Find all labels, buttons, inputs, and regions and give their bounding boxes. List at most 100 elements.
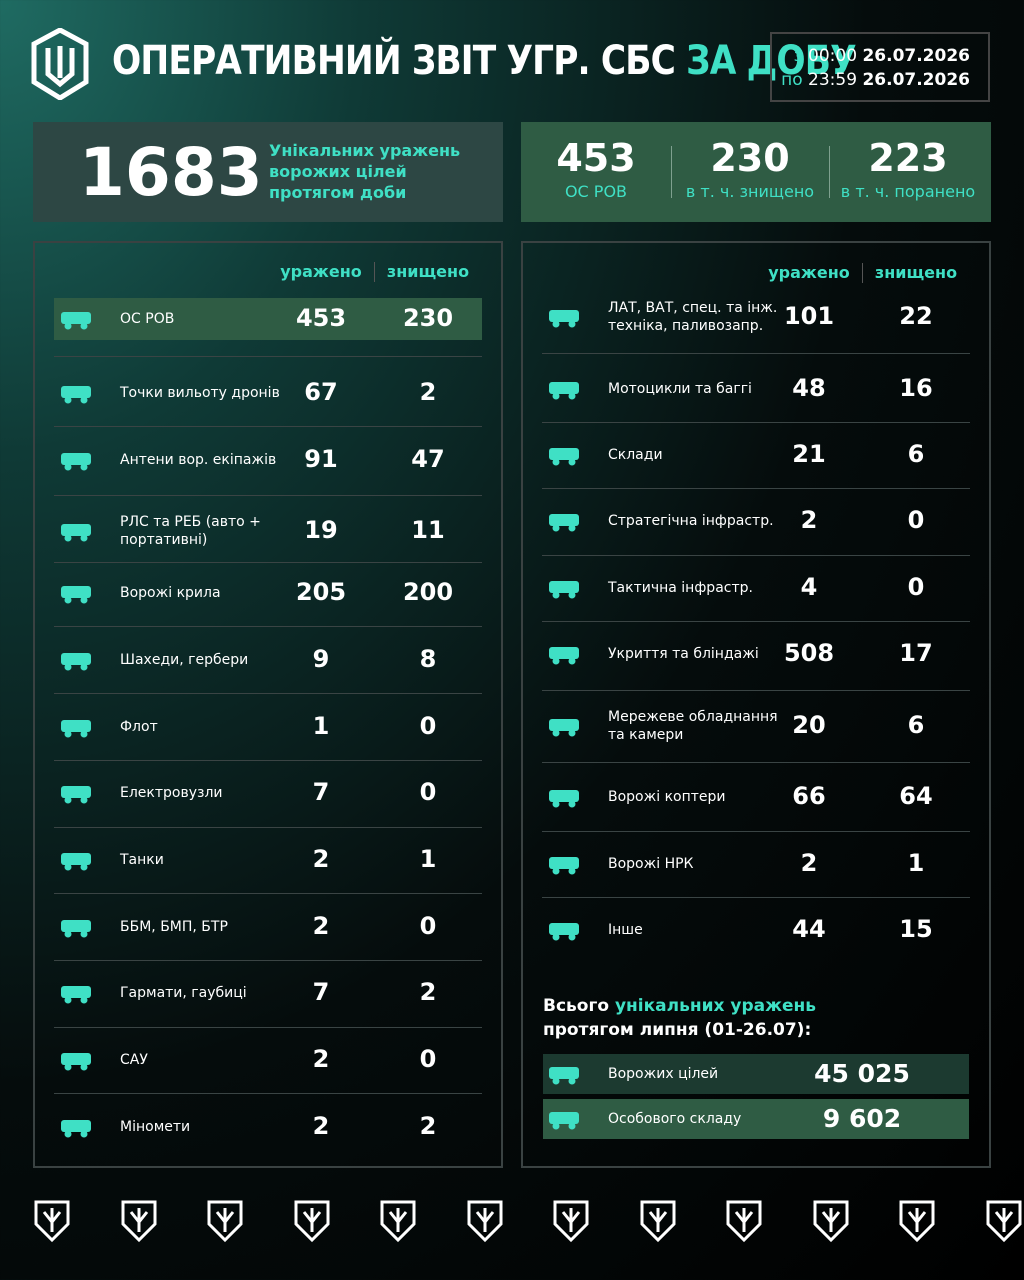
icon [549,514,579,532]
hit-value: 453 [295,304,347,332]
destroyed-value: 0 [419,911,437,940]
unit-emblem [986,1200,1021,1243]
destroyed-value: 22 [899,302,933,330]
destroyed-value: 0 [419,711,437,740]
monthly-title: Всього унікальних уражень протягом липня… [543,994,843,1042]
unit-emblem [380,1200,416,1243]
destroyed-value: 0 [907,573,925,601]
row-separator [542,897,970,898]
title: ОПЕРАТИВНИЙ ЗВІТ УГР. СБС ЗА ДОБУ [112,38,857,84]
row-separator [54,562,482,563]
row-label: Гармати, гаубиці [120,985,247,1002]
row-label: Міномети [120,1118,191,1135]
icon [61,586,91,604]
from-label: з [793,46,803,66]
stat-label: ОС РОВ [564,182,628,201]
stat-divider [671,146,672,198]
title-main: ОПЕРАТИВНИЙ ЗВІТ УГР. СБС [112,38,676,84]
destroyed-value: 0 [907,506,925,534]
hit-value: 19 [304,516,338,544]
row-separator [54,495,482,496]
right-panel [521,241,991,1168]
destroyed-value: 6 [907,711,925,739]
stat-divider [829,146,830,198]
destroyed-value: 0 [419,1045,437,1073]
destroyed-value: 1 [419,844,437,873]
row-label: ЛАТ, ВАТ, спец. та інж. техніка, паливоз… [608,300,778,334]
hit-value: 2 [800,506,818,534]
row-label: ББМ, БМП, БТР [120,918,228,935]
destroyed-value: 15 [899,915,933,943]
hit-value: 101 [783,302,835,330]
monthly-row [543,1099,969,1139]
column-divider [374,262,375,282]
destroyed-value: 47 [411,444,445,473]
column-header: знищено [386,262,470,281]
date-range: з 00:00 26.07.2026 по 23:59 26.07.2026 [770,32,990,102]
column-header: уражено [768,263,850,282]
hit-value: 9 [312,644,330,673]
to-date: 26.07.2026 [862,70,970,90]
monthly-label: Ворожих цілей [608,1066,719,1082]
monthly-accent: унікальних уражень [614,996,817,1016]
destroyed-value: 1 [907,849,925,877]
icon [61,1119,91,1138]
destroyed-value: 2 [419,378,437,406]
row-separator [542,555,970,556]
destroyed-value: 64 [899,782,933,810]
to-label: по [781,70,803,90]
row-separator [54,1027,482,1028]
icon [61,452,91,471]
icon [61,786,91,804]
monthly-value: 9 602 [822,1104,902,1133]
icon [549,923,579,941]
unit-emblem [899,1200,935,1243]
row-label: РЛС та РЕБ (авто + портативні) [120,514,261,548]
row-label: Шахеди, гербери [120,651,249,668]
icon [549,448,579,466]
row-highlight [54,298,482,340]
monthly-end: протягом липня (01-26.07): [543,1020,812,1040]
destroyed-value: 11 [411,516,445,544]
row-label: Склади [608,447,663,463]
unit-emblem [553,1200,589,1243]
icon [61,852,91,871]
row-separator [54,693,482,694]
hit-value: 67 [304,378,338,406]
destroyed-value: 8 [419,644,437,673]
icon [61,386,91,404]
hit-value: 1 [312,711,330,740]
total-box: 1683 Унікальних уражень ворожих цілей пр… [33,122,503,222]
row-label: Інше [608,922,643,938]
icon [61,312,91,330]
stat-label: в т. ч. знищено [685,182,815,201]
hit-value: 2 [800,849,818,877]
hit-value: 48 [792,374,826,402]
icon [549,719,579,737]
row-label: Флот [120,718,158,735]
row-label: Точки вильоту дронів [120,385,280,401]
row-separator [542,621,970,622]
row-separator [542,353,970,354]
row-separator [542,690,970,691]
from-date: 26.07.2026 [862,46,970,66]
unit-emblem [294,1200,329,1243]
icon [61,1053,91,1071]
column-header: уражено [280,262,362,281]
hit-value: 20 [792,711,826,739]
hit-value: 7 [312,778,330,807]
icon [549,1067,579,1085]
logo [31,28,89,100]
icon [61,919,91,938]
unit-emblem [726,1200,762,1243]
total-label: Унікальних уражень ворожих цілей протяго… [269,141,461,202]
hit-value: 44 [792,915,826,943]
unit-emblem [121,1200,156,1243]
row-label: Мережеве обладнання та камери [608,709,778,743]
hit-value: 4 [800,573,818,601]
row-separator [542,488,970,489]
destroyed-value: 2 [419,1111,437,1140]
unit-emblem [34,1200,70,1243]
destroyed-value: 2 [419,978,437,1007]
